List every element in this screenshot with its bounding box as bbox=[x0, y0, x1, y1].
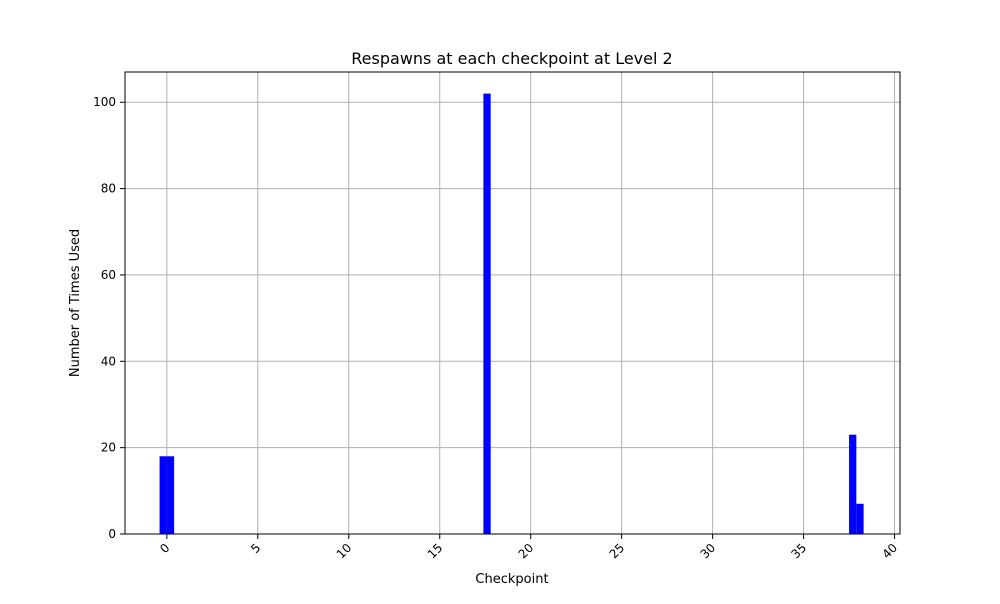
bar bbox=[483, 93, 491, 535]
bar bbox=[856, 503, 864, 534]
y-tick-label: 60 bbox=[101, 268, 116, 282]
bar bbox=[166, 456, 175, 534]
y-tick-label: 0 bbox=[108, 527, 116, 541]
bars bbox=[159, 93, 864, 535]
plot-frame bbox=[124, 71, 901, 535]
chart-title: Respawns at each checkpoint at Level 2 bbox=[351, 49, 672, 68]
y-tick-label: 80 bbox=[101, 182, 116, 196]
bar bbox=[849, 434, 857, 534]
y-tick-label: 40 bbox=[101, 354, 116, 368]
y-axis-label: Number of Times Used bbox=[68, 229, 83, 377]
y-axis-ticks: 0 20 40 60 80 100 bbox=[93, 95, 125, 541]
x-axis-label: Checkpoint bbox=[475, 572, 548, 587]
y-tick-label: 20 bbox=[101, 441, 116, 455]
bar bbox=[159, 456, 167, 534]
y-tick-label: 100 bbox=[93, 95, 116, 109]
